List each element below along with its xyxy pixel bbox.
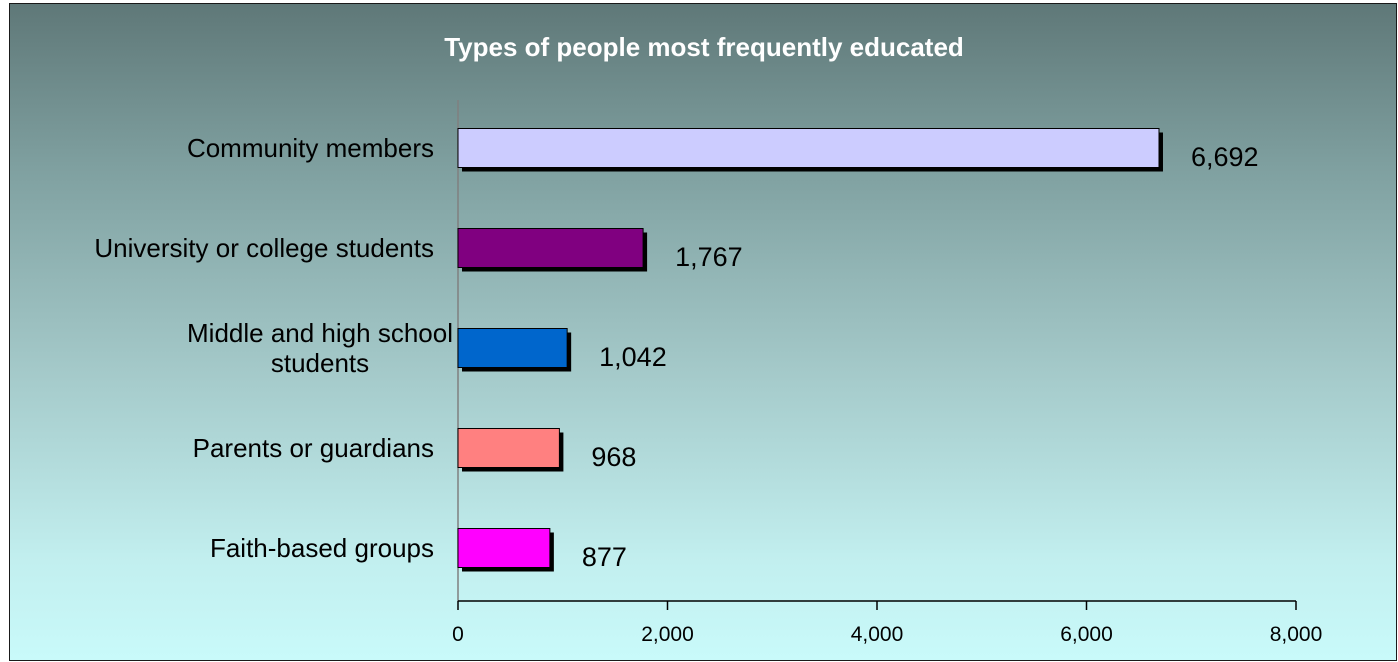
bar [457, 328, 568, 368]
category-label-line: Parents or guardians [193, 433, 434, 463]
category-label-line: Community members [187, 133, 434, 163]
value-label: 1,042 [599, 342, 667, 372]
category-label-line: Middle and high school [187, 318, 453, 348]
x-tick-label: 8,000 [1270, 623, 1323, 646]
chart-title: Types of people most frequently educated [444, 32, 964, 62]
category-label-line: Faith-based groups [210, 533, 434, 563]
value-label: 1,767 [675, 242, 743, 272]
category-label-line: University or college students [94, 233, 434, 263]
x-tick-label: 0 [452, 623, 464, 646]
category-label: Faith-based groups [210, 533, 434, 563]
bar-chart: Types of people most frequently educated… [94, 32, 1322, 646]
category-label-line: students [271, 348, 369, 378]
axes: 0 2,000 4,000 6,000 8,000 [452, 100, 1322, 646]
category-label: University or college students [94, 233, 434, 263]
category-label: Middle and high school students [187, 318, 453, 378]
value-label: 877 [582, 542, 627, 572]
bar [457, 228, 644, 268]
bars: 6,692 1,767 1,042 968 877 [457, 128, 1259, 572]
bar [457, 528, 551, 568]
chart-container: Types of people most frequently educated… [9, 3, 1397, 661]
category-label: Parents or guardians [193, 433, 434, 463]
bar [457, 128, 1160, 168]
category-labels: Community members University or college s… [94, 133, 453, 563]
bar [457, 428, 560, 468]
x-tick-label: 2,000 [641, 623, 694, 646]
category-label: Community members [187, 133, 434, 163]
x-tick-label: 6,000 [1060, 623, 1113, 646]
value-label: 968 [591, 442, 636, 472]
x-tick-label: 4,000 [851, 623, 904, 646]
value-label: 6,692 [1191, 142, 1259, 172]
